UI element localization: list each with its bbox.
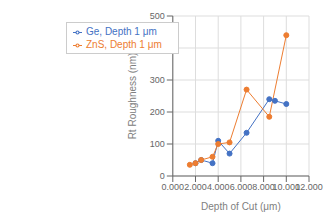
svg-text:12.000: 12.000: [295, 182, 323, 192]
svg-text:500: 500: [150, 11, 165, 21]
svg-text:0.000: 0.000: [162, 182, 185, 192]
svg-text:2.000: 2.000: [184, 182, 207, 192]
svg-text:Rt Roughness (nm): Rt Roughness (nm): [127, 53, 138, 140]
svg-text:Depth of Cut (μm): Depth of Cut (μm): [201, 201, 281, 212]
svg-text:4.000: 4.000: [207, 182, 230, 192]
svg-text:8.000: 8.000: [252, 182, 275, 192]
svg-text:300: 300: [150, 75, 165, 85]
svg-text:200: 200: [150, 107, 165, 117]
svg-text:400: 400: [150, 43, 165, 53]
svg-text:0: 0: [160, 171, 165, 181]
svg-text:6.000: 6.000: [230, 182, 253, 192]
svg-text:100: 100: [150, 139, 165, 149]
